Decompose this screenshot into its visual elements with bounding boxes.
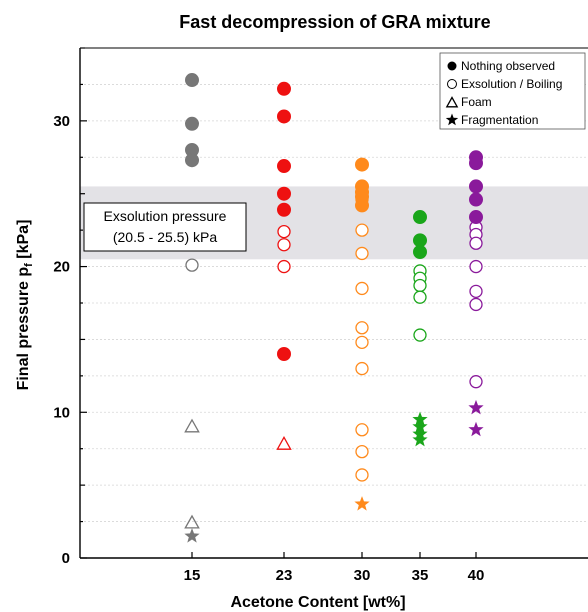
point-nothing-observed bbox=[277, 109, 291, 124]
point-exsolution bbox=[469, 284, 483, 298]
point-nothing-observed bbox=[413, 233, 427, 248]
point-exsolution bbox=[355, 444, 369, 459]
legend-label: Nothing observed bbox=[461, 59, 555, 73]
legend-label: Fragmentation bbox=[461, 113, 538, 127]
point-nothing-observed bbox=[413, 245, 427, 259]
point-fragmentation bbox=[412, 411, 428, 426]
x-tick-label: 40 bbox=[468, 567, 485, 584]
point-nothing-observed bbox=[413, 210, 427, 225]
point-nothing-observed bbox=[355, 157, 369, 172]
point-exsolution bbox=[413, 328, 427, 342]
legend-label: Foam bbox=[461, 95, 492, 109]
point-fragmentation bbox=[412, 418, 428, 434]
annotation-line-2: (20.5 - 25.5) kPa bbox=[113, 229, 217, 245]
point-foam bbox=[184, 418, 200, 433]
legend-marker-triangle bbox=[445, 96, 459, 108]
point-exsolution bbox=[469, 297, 483, 312]
point-nothing-observed bbox=[469, 156, 483, 171]
point-exsolution bbox=[355, 423, 369, 437]
point-nothing-observed bbox=[277, 81, 291, 96]
point-nothing-observed bbox=[355, 198, 369, 213]
legend-marker-filled-circle bbox=[447, 61, 457, 71]
point-nothing-observed bbox=[469, 210, 483, 225]
annotation-line-1: Exsolution pressure bbox=[104, 208, 227, 224]
point-exsolution bbox=[355, 246, 369, 261]
point-nothing-observed bbox=[277, 186, 291, 201]
point-nothing-observed bbox=[277, 347, 291, 361]
point-nothing-observed bbox=[185, 153, 199, 168]
chart-title: Fast decompression of GRA mixture bbox=[179, 12, 490, 32]
point-exsolution bbox=[469, 236, 483, 250]
legend-marker-star bbox=[445, 113, 459, 126]
point-foam bbox=[184, 514, 200, 529]
y-tick-label: 0 bbox=[62, 550, 70, 567]
point-foam bbox=[276, 435, 292, 450]
y-tick-label: 20 bbox=[53, 259, 70, 276]
legend-box bbox=[439, 52, 586, 130]
point-exsolution bbox=[355, 335, 369, 349]
point-exsolution bbox=[355, 468, 369, 482]
point-nothing-observed bbox=[277, 159, 291, 174]
series-15 bbox=[184, 73, 200, 543]
point-fragmentation bbox=[354, 496, 370, 511]
x-axis-label: Acetone Content [wt%] bbox=[230, 594, 405, 611]
point-nothing-observed bbox=[469, 192, 483, 207]
point-exsolution bbox=[355, 361, 369, 376]
x-tick-label: 35 bbox=[412, 567, 429, 584]
y-axis-label-sub: f bbox=[23, 263, 35, 267]
point-exsolution bbox=[185, 258, 199, 272]
data-points bbox=[184, 73, 484, 543]
y-axis-label-unit: [kPa] bbox=[15, 220, 32, 264]
exsolution-annotation: Exsolution pressure (20.5 - 25.5) kPa bbox=[83, 202, 247, 252]
point-fragmentation bbox=[184, 528, 200, 543]
point-exsolution bbox=[469, 375, 483, 389]
series-35 bbox=[412, 210, 428, 447]
point-fragmentation bbox=[412, 432, 428, 447]
ticks: 0 10 20 30 15 23 30 35 40 bbox=[53, 47, 485, 584]
legend-label: Exsolution / Boiling bbox=[461, 77, 562, 91]
annotation-box bbox=[83, 202, 247, 252]
legend-marker-open-circle bbox=[447, 79, 457, 89]
series-40 bbox=[468, 150, 484, 437]
point-nothing-observed bbox=[469, 179, 483, 194]
point-nothing-observed bbox=[185, 73, 199, 88]
point-exsolution bbox=[355, 281, 369, 296]
y-axis-label: Final pressure pf [kPa] bbox=[15, 220, 35, 391]
legend: Nothing observed Exsolution / Boiling Foam… bbox=[439, 52, 586, 130]
point-fragmentation bbox=[468, 399, 484, 415]
point-nothing-observed bbox=[277, 202, 291, 217]
point-nothing-observed bbox=[185, 116, 199, 131]
x-tick-label: 30 bbox=[354, 567, 371, 584]
point-exsolution bbox=[355, 223, 369, 237]
series-23 bbox=[276, 81, 292, 450]
y-axis-label-main: Final pressure p bbox=[15, 267, 32, 391]
x-tick-label: 23 bbox=[276, 567, 293, 584]
point-fragmentation bbox=[468, 421, 484, 437]
point-exsolution bbox=[469, 259, 483, 274]
y-tick-label: 10 bbox=[53, 404, 70, 421]
x-tick-label: 15 bbox=[184, 567, 201, 584]
point-exsolution bbox=[277, 259, 291, 274]
point-exsolution bbox=[355, 321, 369, 335]
point-exsolution bbox=[413, 290, 427, 304]
point-exsolution bbox=[277, 238, 291, 252]
point-exsolution bbox=[277, 224, 291, 239]
series-30 bbox=[354, 157, 370, 511]
point-exsolution bbox=[413, 278, 427, 293]
y-tick-label: 30 bbox=[53, 113, 70, 130]
